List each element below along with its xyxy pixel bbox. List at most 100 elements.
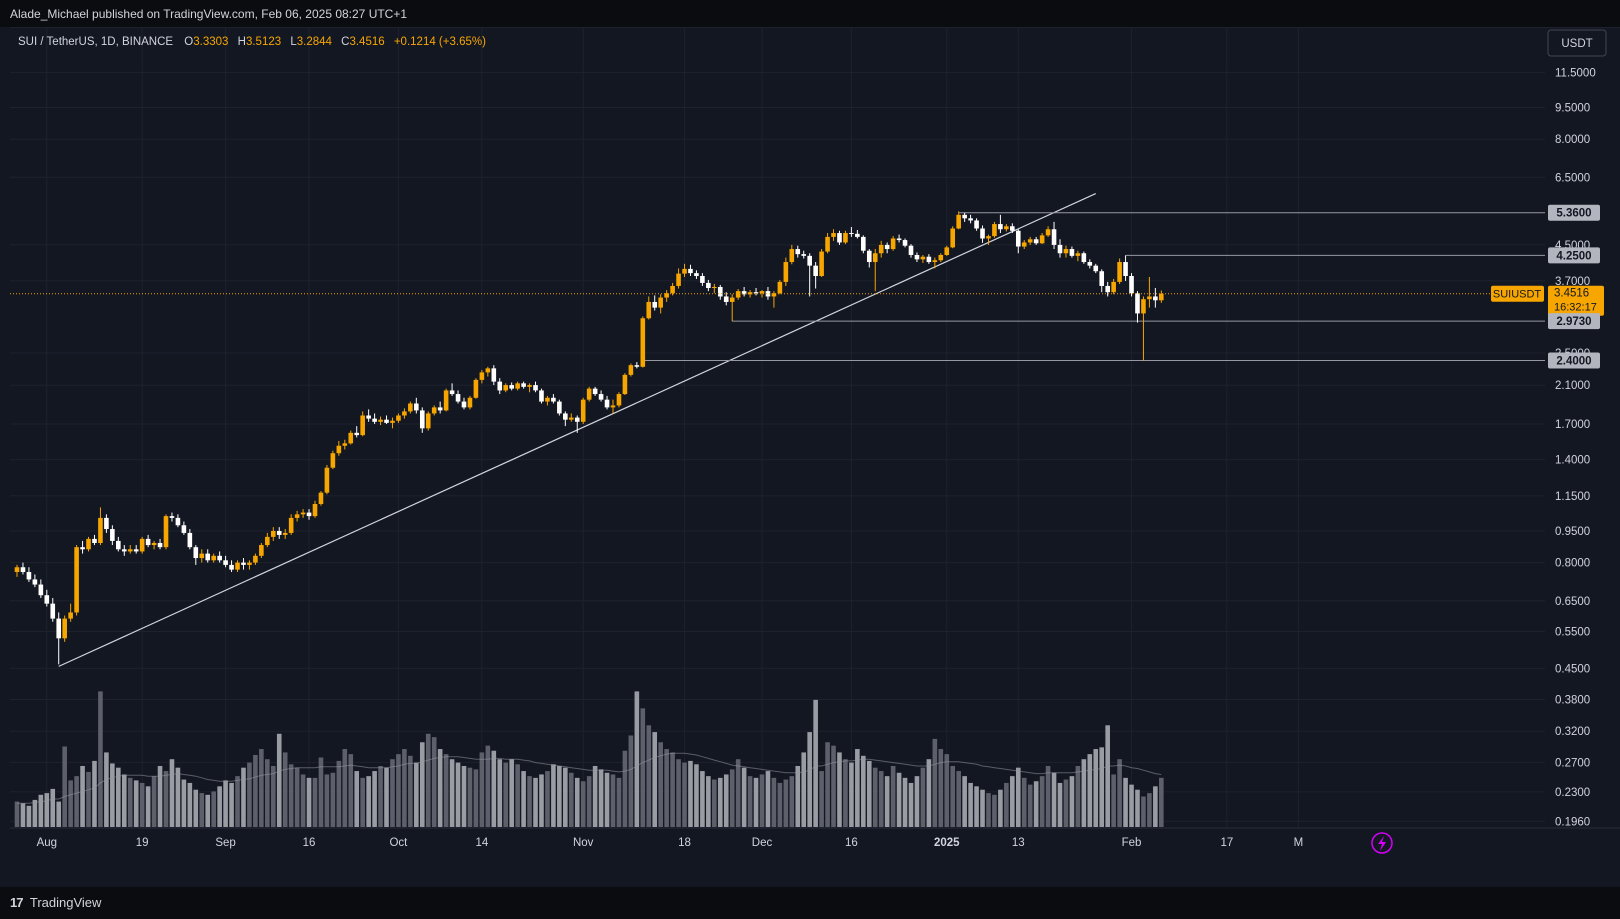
candle-body (563, 413, 568, 420)
time-axis[interactable]: Aug 19 Sep 16 Oct 14 Nov 18 Dec 16 2025 13 Feb 17 M (10, 827, 1620, 849)
candle-body (414, 403, 419, 411)
volume-bar (932, 738, 938, 827)
candle-body (694, 273, 699, 277)
publish-header: Alade_Michael published on TradingView.c… (0, 0, 1620, 27)
volume-bar (1117, 759, 1122, 827)
volume-bar (998, 789, 1003, 827)
candle-body (151, 542, 157, 546)
candle-body (986, 236, 991, 239)
candle-body (169, 516, 175, 518)
price-tick-label: 0.8000 (1555, 558, 1590, 570)
candle-body (390, 420, 395, 423)
candle-body (32, 579, 38, 585)
lightning-icon[interactable] (1371, 832, 1393, 854)
volume-bar (348, 754, 354, 827)
currency-button[interactable]: USDT (1547, 29, 1607, 57)
candle-body (700, 276, 705, 283)
price-axis[interactable]: 11.50009.50008.00006.50004.50003.70002.5… (1555, 67, 1596, 828)
volume-bar (300, 774, 306, 827)
volume-bar (437, 749, 443, 827)
badge-countdown-text: 16:32:17 (1554, 302, 1597, 314)
volume-bar (342, 749, 348, 827)
badge-r2-text: 4.2500 (1556, 250, 1591, 262)
price-tick-label: 0.2300 (1555, 787, 1590, 799)
candle-body (771, 293, 777, 297)
volume-bar (1045, 765, 1051, 827)
candle-body (789, 249, 795, 263)
candle-body (884, 244, 890, 250)
volume-bar (372, 771, 377, 827)
candle-body (866, 250, 872, 263)
candle-body (825, 236, 830, 252)
candle-body (378, 419, 383, 422)
candle-body (1081, 253, 1087, 263)
volume-bar (1093, 749, 1099, 827)
volume-bar (199, 793, 205, 827)
volume-bar (1015, 767, 1021, 827)
volume-bar (527, 776, 532, 827)
volume-bar (598, 769, 604, 827)
candle-body (396, 415, 401, 421)
candle-body (1075, 253, 1081, 256)
volume-bar (1075, 765, 1081, 827)
candle-body (616, 394, 622, 406)
price-tick-label: 3.7000 (1555, 276, 1590, 288)
candle-body (342, 443, 348, 446)
volume-bar (50, 788, 56, 827)
volume-bar (652, 732, 658, 827)
volume-bar (753, 777, 759, 827)
candle-body (1027, 239, 1033, 243)
volume-bar (831, 745, 836, 827)
candle-body (908, 245, 914, 255)
time-tick-label: Nov (573, 837, 594, 849)
volume-bar (56, 801, 62, 827)
volume-bar (1051, 772, 1057, 827)
candle-body (926, 256, 932, 263)
volume-bars (14, 691, 1164, 827)
candle-body (1087, 262, 1093, 266)
candle-body (527, 385, 532, 387)
volume-bar (461, 765, 467, 827)
time-tick-label: 18 (678, 837, 691, 849)
candle-body (634, 365, 640, 367)
volume-bar (765, 771, 771, 827)
price-tick-label: 6.5000 (1555, 172, 1590, 184)
candle-body (163, 516, 169, 548)
candle-body (896, 238, 902, 241)
candle-body (974, 220, 979, 229)
badge-r1-text: 5.3600 (1556, 208, 1591, 220)
candle-body (962, 214, 967, 219)
time-tick-label: 16 (303, 837, 316, 849)
currency-label: USDT (1561, 38, 1592, 50)
candle-body (920, 256, 926, 260)
tradingview-brand[interactable]: 17 TradingView (10, 895, 101, 910)
time-tick-label: 14 (475, 837, 488, 849)
candle-body (223, 560, 228, 565)
candle-body (1093, 265, 1099, 272)
volume-bar (533, 777, 538, 827)
volume-bar (795, 765, 801, 827)
candle-body (1105, 285, 1110, 293)
candle-body (765, 291, 771, 297)
volume-bar (539, 774, 544, 827)
candle-body (610, 405, 616, 408)
volume-bar (741, 767, 747, 827)
volume-bar (658, 742, 663, 827)
volume-bar (175, 767, 181, 827)
volume-bar (801, 752, 807, 827)
candle-body (187, 532, 193, 548)
price-chart[interactable]: SUI / TetherUS, 1D, BINANCE O3.3303 H3.5… (0, 27, 1620, 887)
volume-bar (259, 749, 264, 827)
candle-body (211, 555, 216, 561)
volume-bar (1004, 782, 1009, 827)
candle-body (121, 549, 127, 552)
volume-bar (1069, 776, 1075, 827)
low-value: 3.2844 (297, 36, 333, 48)
volume-bar (837, 752, 842, 827)
publish-line: Alade_Michael published on TradingView.c… (10, 7, 408, 21)
candle-body (777, 281, 783, 294)
candle-body (652, 301, 658, 308)
volume-bar (622, 750, 628, 827)
volume-bar (586, 776, 592, 827)
volume-bar (74, 776, 79, 827)
